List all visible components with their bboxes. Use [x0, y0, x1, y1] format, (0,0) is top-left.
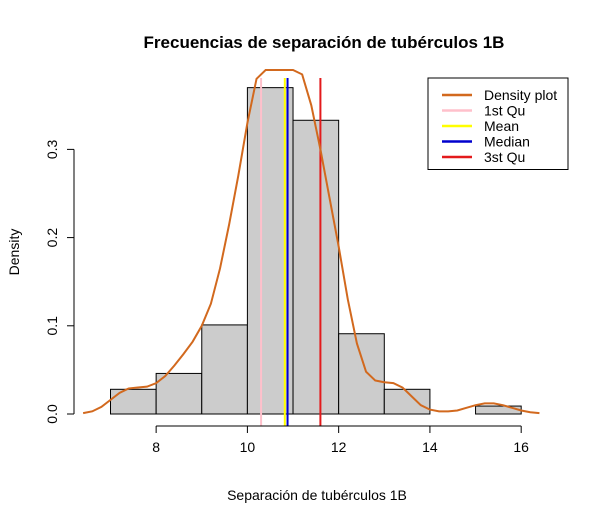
- y-tick-label: 0.3: [44, 139, 60, 159]
- legend-label: 1st Qu: [484, 103, 525, 119]
- histogram-bar-1: [155, 372, 203, 415]
- histogram-bar-4: [292, 119, 340, 415]
- x-axis: 8 10 12 14 16: [152, 425, 529, 455]
- legend-label: Mean: [484, 118, 519, 134]
- chart-title: Frecuencias de separación de tubérculos …: [144, 33, 505, 52]
- y-tick-label: 0.0: [44, 404, 60, 424]
- y-tick-label: 0.1: [44, 316, 60, 336]
- histogram-bar-3: [246, 87, 294, 415]
- histogram-bar-8: [475, 405, 522, 415]
- y-tick-label: 0.2: [44, 228, 60, 248]
- histogram-bar-2: [201, 324, 248, 415]
- legend-box: [427, 77, 569, 170]
- histogram-bar-0: [110, 388, 157, 415]
- legend-label: Density plot: [484, 87, 557, 103]
- x-tick-label: 14: [422, 439, 438, 455]
- quantile-lines: [260, 78, 322, 426]
- x-tick-label: 8: [152, 439, 160, 455]
- histogram-bar-6: [383, 388, 431, 415]
- legend-label: Median: [484, 134, 530, 150]
- histogram-bars: [110, 87, 522, 415]
- x-axis-label: Separación de tubérculos 1B: [227, 487, 407, 503]
- density-curve: [82, 69, 540, 415]
- y-axis-label: Density: [6, 229, 22, 276]
- x-tick-label: 10: [240, 439, 256, 455]
- x-tick-label: 12: [331, 439, 347, 455]
- histogram-bar-5: [338, 333, 385, 415]
- legend-label: 3st Qu: [484, 149, 525, 165]
- y-axis: 0.0 0.1 0.2 0.3: [44, 139, 75, 424]
- x-tick-label: 16: [513, 439, 529, 455]
